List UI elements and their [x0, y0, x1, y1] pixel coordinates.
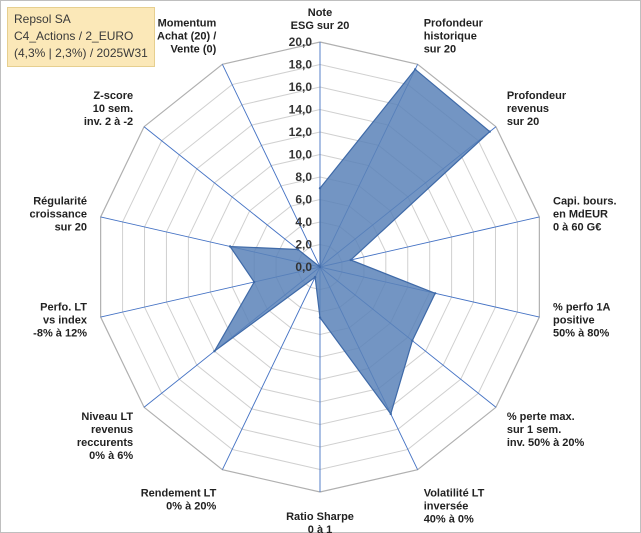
axis-label-line: historique — [424, 31, 477, 43]
axis-label: Z-score 10 sem. inv. 2 à -2 — [84, 90, 133, 128]
data-point — [296, 248, 300, 251]
axis-label: Profondeur revenus sur 20 — [507, 90, 567, 128]
axis-label-line: Vente (0) — [170, 44, 216, 56]
axis-label-line: 50% à 80% — [553, 328, 609, 340]
axis-label-line: Achat (20) / — [157, 31, 216, 43]
axis-label: Note ESG sur 20 — [291, 7, 350, 32]
tick-label: 20,0 — [289, 35, 313, 49]
axis-label-line: inv. 50% à 20% — [507, 437, 585, 449]
axis-label-line: sur 20 — [507, 116, 539, 128]
data-point — [349, 258, 352, 262]
axis-label-line: Z-score — [93, 90, 133, 102]
data-point — [413, 68, 417, 71]
axis-label: Régularité croissance sur 20 — [30, 195, 87, 233]
axis-label-line: ESG sur 20 — [291, 20, 350, 32]
axis-label: Perfo. LT vs index -8% à 12% — [33, 302, 88, 340]
axis-label: Momentum Achat (20) / Vente (0) — [157, 18, 217, 56]
tick-label: 18,0 — [289, 58, 313, 72]
axis-label-line: reccurents — [77, 437, 133, 449]
axis-label: % perte max. sur 1 sem. inv. 50% à 20% — [507, 411, 585, 449]
axis-label-line: 0 à 60 G€ — [553, 221, 601, 233]
axis-label-line: sur 1 sem. — [507, 424, 561, 436]
tick-label: 0,0 — [295, 260, 312, 274]
axis-label-line: Régularité — [33, 195, 87, 207]
info-box: Repsol SA C4_Actions / 2_EURO (4,3% | 2,… — [7, 7, 155, 67]
axis-label-line: % perfo 1A — [553, 302, 611, 314]
tick-label: 4,0 — [295, 215, 312, 229]
data-point — [318, 187, 322, 190]
data-point — [318, 316, 322, 319]
axis-label-line: Volatilité LT — [424, 487, 485, 499]
tick-label: 12,0 — [289, 125, 313, 139]
tick-label: 16,0 — [289, 80, 313, 94]
axis-label-line: 10 sem. — [93, 103, 133, 115]
data-point — [213, 349, 216, 353]
axis-label: Volatilité LT inversée 40% à 0% — [424, 487, 485, 525]
axis-label-line: Profondeur — [424, 18, 484, 30]
axis-label-line: en MdEUR — [553, 208, 608, 220]
axis-label: Ratio Sharpe 0 à 1 — [286, 511, 354, 533]
axis-label-line: Rendement LT — [141, 487, 217, 499]
tick-label: 2,0 — [295, 238, 312, 252]
data-point — [313, 275, 317, 279]
tick-label: 6,0 — [295, 193, 312, 207]
axis-label-line: Perfo. LT — [40, 302, 87, 314]
data-point — [411, 339, 414, 342]
data-point — [389, 412, 392, 416]
series-layer — [213, 68, 491, 416]
axis-label-line: inv. 2 à -2 — [84, 116, 133, 128]
axis-label: % perfo 1A positive 50% à 80% — [553, 302, 611, 340]
axis-label-line: revenus — [91, 424, 133, 436]
axis-label-line: vs index — [43, 315, 88, 327]
data-point — [318, 265, 322, 269]
axis-label-line: Capi. bours. — [553, 195, 617, 207]
tick-label: 8,0 — [295, 170, 312, 184]
axis-label-line: sur 20 — [55, 221, 87, 233]
tick-label: 14,0 — [289, 103, 313, 117]
axis-label-line: positive — [553, 315, 595, 327]
data-point — [228, 245, 232, 248]
axis-label-line: Profondeur — [507, 90, 567, 102]
tick-labels: 0,0 2,0 4,0 6,0 8,0 10,0 12,0 14,0 16,0 18,0 20,0 — [289, 35, 313, 274]
axis-label-line: Ratio Sharpe — [286, 511, 354, 523]
axis-label-line: revenus — [507, 103, 549, 115]
axis-label-line: sur 20 — [424, 44, 456, 56]
info-stats: (4,3% | 2,3%) / 2025W31 — [14, 46, 148, 60]
axis-label: Profondeur historique sur 20 — [424, 18, 484, 56]
axis-spoke — [143, 126, 321, 268]
axis-label-line: 0% à 6% — [89, 450, 133, 462]
axis-spoke — [319, 216, 540, 268]
axis-labels: Note ESG sur 20 Profondeur historique sur 20… — [30, 7, 617, 533]
info-category: C4_Actions / 2_EURO — [14, 29, 134, 43]
axis-label-line: Momentum — [158, 18, 217, 30]
axis-label-line: croissance — [30, 208, 87, 220]
axis-label-line: -8% à 12% — [33, 328, 87, 340]
axis-label-line: Note — [308, 7, 332, 19]
axis-label: Capi. bours. en MdEUR 0 à 60 G€ — [553, 195, 617, 233]
axis-label-line: 0 à 1 — [308, 524, 332, 533]
axis-spoke — [221, 64, 321, 268]
data-point — [488, 130, 491, 133]
axis-spoke — [221, 266, 321, 470]
axis-label-line: Niveau LT — [81, 411, 133, 423]
axis-label-line: inversée — [424, 500, 469, 512]
tick-label: 10,0 — [289, 148, 313, 162]
axis-label: Niveau LT revenus reccurents 0% à 6% — [77, 411, 134, 462]
series-area — [213, 68, 491, 416]
data-point — [433, 292, 437, 295]
axis-label-line: 40% à 0% — [424, 513, 474, 525]
data-point — [252, 280, 256, 284]
axis-label: Rendement LT 0% à 20% — [141, 487, 217, 512]
axis-label-line: 0% à 20% — [166, 500, 216, 512]
info-stock-name: Repsol SA — [14, 12, 71, 26]
axis-label-line: % perte max. — [507, 411, 575, 423]
